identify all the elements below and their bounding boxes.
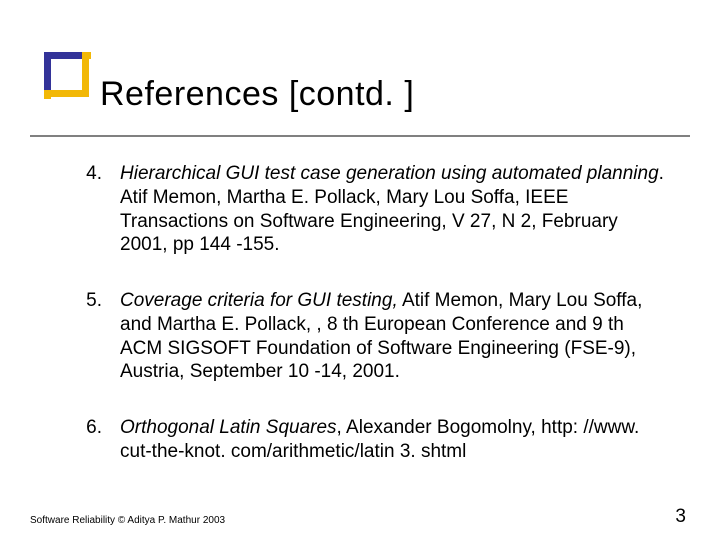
reference-title: Coverage criteria for GUI testing,: [120, 290, 398, 311]
reference-number: 5.: [58, 289, 120, 384]
reference-item: 4. Hierarchical GUI test case generation…: [58, 162, 664, 257]
reference-item: 5. Coverage criteria for GUI testing, At…: [58, 289, 664, 384]
reference-text: Coverage criteria for GUI testing, Atif …: [120, 289, 664, 384]
reference-list: 4. Hierarchical GUI test case generation…: [58, 162, 664, 496]
reference-number: 6.: [58, 416, 120, 464]
slide: References [contd. ] 4. Hierarchical GUI…: [0, 0, 720, 540]
slide-title: References [contd. ]: [100, 75, 414, 114]
footer-text: Software Reliability © Aditya P. Mathur …: [30, 515, 225, 526]
reference-title: Hierarchical GUI test case generation us…: [120, 163, 659, 184]
title-ornament: [44, 52, 89, 97]
reference-text: Orthogonal Latin Squares, Alexander Bogo…: [120, 416, 664, 464]
title-underline: [30, 135, 690, 137]
reference-item: 6. Orthogonal Latin Squares, Alexander B…: [58, 416, 664, 464]
page-number: 3: [675, 506, 686, 528]
reference-title: Orthogonal Latin Squares: [120, 417, 337, 438]
reference-number: 4.: [58, 162, 120, 257]
reference-text: Hierarchical GUI test case generation us…: [120, 162, 664, 257]
